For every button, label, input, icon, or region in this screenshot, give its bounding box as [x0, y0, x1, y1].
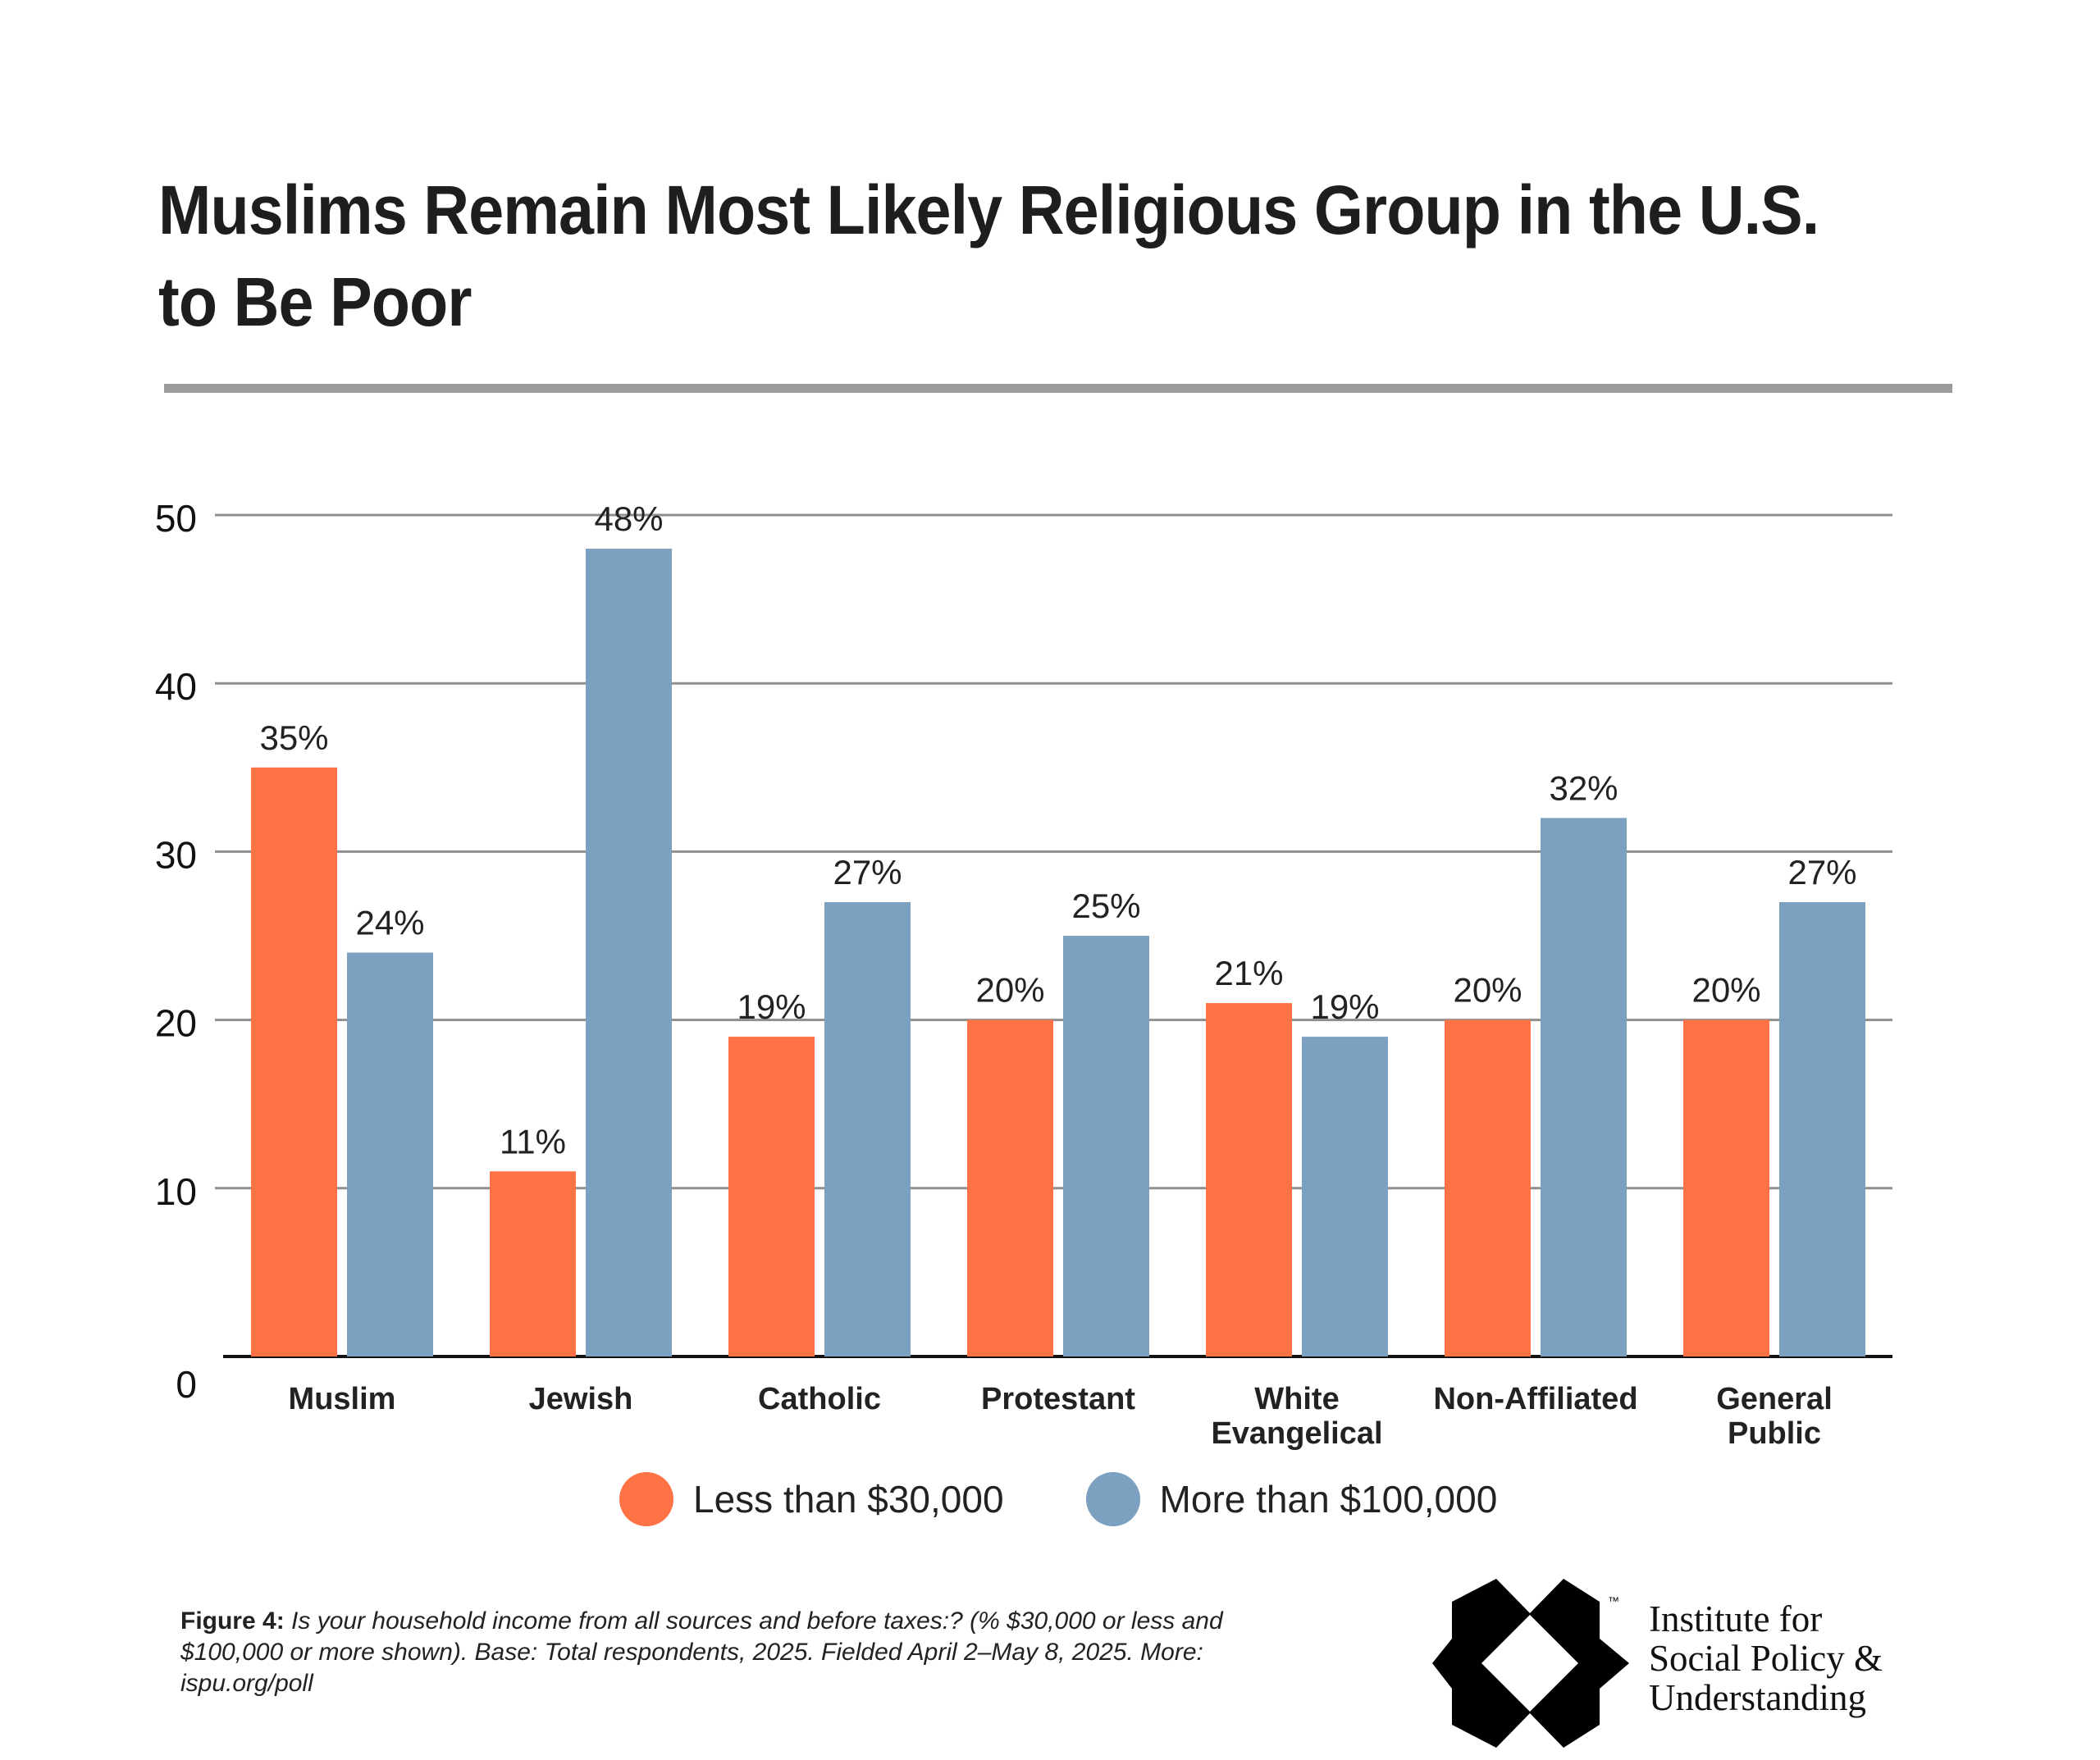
bar	[1445, 1019, 1531, 1356]
x-tick-label: Evangelical	[1211, 1416, 1382, 1451]
data-label: 35%	[259, 718, 328, 757]
chart-title: Muslims Remain Most Likely Religious Gro…	[158, 164, 1894, 348]
organization-name: Institute for Social Policy & Understand…	[1649, 1599, 1883, 1717]
y-tick-label: 0	[176, 1363, 197, 1406]
bar	[586, 549, 672, 1356]
x-tick-label: Muslim	[289, 1382, 396, 1416]
y-tick-label: 40	[155, 665, 197, 708]
legend: Less than $30,000 More than $100,000	[619, 1472, 1579, 1526]
data-labels: 35% 24% 11% 48% 19% 27% 20% 25% 21% 19% 20% 32% 20% 2…	[259, 499, 1856, 1160]
figure-label: Figure 4:	[180, 1607, 285, 1635]
title-divider	[164, 384, 1952, 393]
title-line-1: Muslims Remain Most Likely Religious Gro…	[158, 171, 1819, 248]
legend-swatch-orange	[619, 1472, 673, 1526]
data-label: 27%	[833, 853, 902, 891]
data-label: 32%	[1549, 768, 1618, 807]
org-line-3: Understanding	[1649, 1677, 1866, 1718]
y-tick-label: 50	[155, 497, 197, 540]
x-tick-label: Catholic	[758, 1382, 881, 1416]
y-tick-label: 30	[155, 833, 197, 876]
bar	[1206, 1003, 1292, 1356]
bar-chart: 0 10 20 30 40 50 35% 24% 11% 48% 19% 27% 20% 25% 21% 1…	[155, 497, 1892, 1451]
data-label: 20%	[1453, 971, 1522, 1010]
trademark: ™	[1608, 1594, 1619, 1607]
x-tick-label: Protestant	[981, 1382, 1135, 1416]
data-label: 24%	[355, 904, 424, 942]
x-tick-label: White	[1254, 1382, 1339, 1416]
data-label: 20%	[975, 971, 1044, 1010]
x-axis-labels: Muslim Jewish Catholic Protestant WhiteEvang…	[289, 1382, 1833, 1451]
data-label: 11%	[500, 1122, 566, 1160]
bar	[1063, 936, 1149, 1356]
y-tick-label: 10	[155, 1170, 197, 1213]
bar	[1779, 901, 1865, 1356]
title-line-2: to Be Poor	[158, 263, 472, 340]
footnote-text: Is your household income from all source…	[180, 1607, 1223, 1697]
org-line-2: Social Policy &	[1649, 1638, 1883, 1679]
bars	[251, 549, 1865, 1356]
legend-item-less-than-30000: Less than $30,000	[619, 1472, 1004, 1526]
bar	[251, 767, 337, 1356]
x-tick-label: Jewish	[529, 1382, 633, 1416]
data-label: 27%	[1787, 853, 1856, 891]
x-tick-label: Public	[1728, 1416, 1821, 1451]
bar	[1541, 818, 1627, 1356]
data-label: 19%	[737, 987, 806, 1026]
legend-swatch-blue	[1085, 1472, 1140, 1526]
legend-label: More than $100,000	[1159, 1478, 1498, 1521]
bar	[347, 952, 433, 1356]
data-label: 25%	[1071, 887, 1140, 925]
legend-item-more-than-100000: More than $100,000	[1085, 1472, 1498, 1526]
bar	[967, 1019, 1053, 1356]
legend-label: Less than $30,000	[693, 1478, 1004, 1521]
y-tick-label: 20	[155, 1002, 197, 1045]
y-axis-ticks: 0 10 20 30 40 50	[155, 497, 197, 1406]
figure-footnote: Figure 4: Is your household income from …	[180, 1606, 1288, 1699]
bar	[728, 1037, 815, 1356]
org-line-1: Institute for	[1649, 1598, 1823, 1639]
bar	[1683, 1019, 1769, 1356]
data-label: 19%	[1310, 987, 1379, 1026]
data-label: 21%	[1214, 954, 1283, 992]
ispu-logo-icon: ™	[1432, 1579, 1629, 1748]
x-tick-label: Non-Affiliated	[1433, 1382, 1637, 1416]
data-label: 20%	[1691, 971, 1760, 1010]
gridlines	[215, 513, 1892, 1358]
x-tick-label: General	[1716, 1382, 1833, 1416]
bar	[490, 1171, 576, 1356]
bar	[1302, 1037, 1388, 1356]
data-label: 48%	[594, 499, 663, 538]
bar	[824, 901, 911, 1356]
